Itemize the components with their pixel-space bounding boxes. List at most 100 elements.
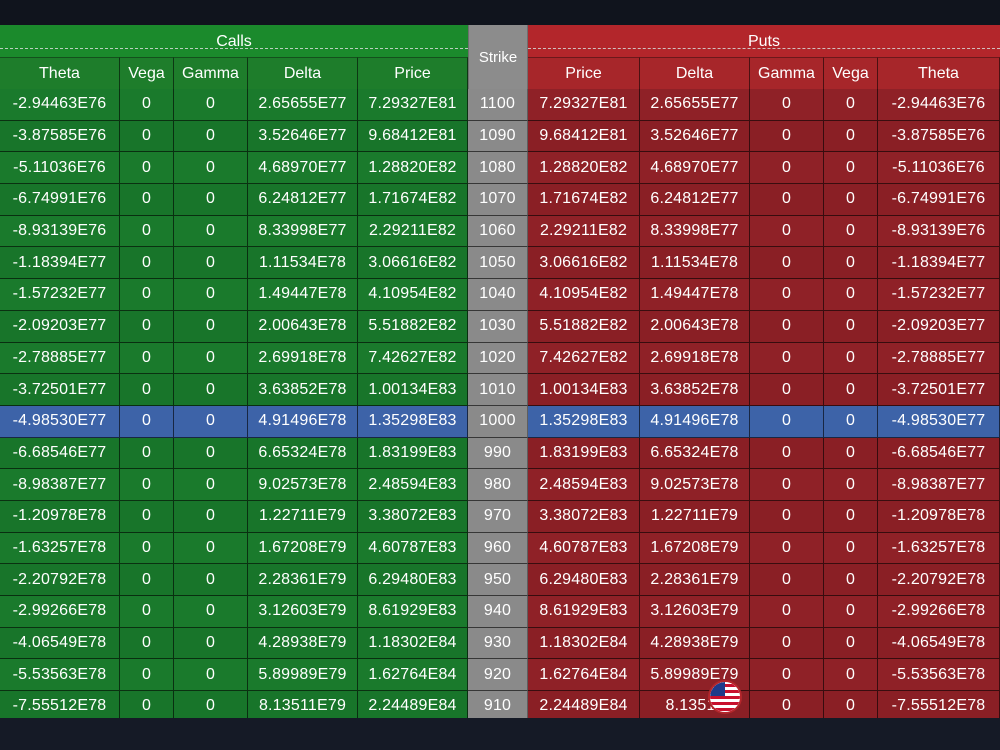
put-price-cell[interactable]: 1.18302E84	[528, 627, 640, 660]
call-gamma-cell[interactable]: 0	[174, 405, 248, 438]
put-vega-cell[interactable]: 0	[824, 437, 878, 470]
call-price-cell[interactable]: 9.68412E81	[358, 120, 468, 153]
strike-cell[interactable]: 1060	[468, 215, 528, 248]
call-price-cell[interactable]: 8.61929E83	[358, 596, 468, 628]
put-gamma-cell[interactable]: 0	[750, 596, 824, 628]
call-vega-cell[interactable]: 0	[120, 532, 174, 565]
call-gamma-cell[interactable]: 0	[174, 564, 248, 596]
strike-cell[interactable]: 1100	[468, 89, 528, 121]
put-delta-cell[interactable]: 1.67208E79	[640, 532, 750, 565]
put-theta-cell[interactable]: -7.55512E78	[878, 691, 1000, 718]
put-gamma-cell[interactable]: 0	[750, 659, 824, 692]
put-gamma-cell[interactable]: 0	[750, 184, 824, 216]
call-price-cell[interactable]: 7.29327E81	[358, 89, 468, 121]
strike-cell[interactable]: 930	[468, 627, 528, 660]
put-theta-cell[interactable]: -1.20978E78	[878, 500, 1000, 533]
put-vega-cell[interactable]: 0	[824, 310, 878, 343]
table-row[interactable]: -1.20978E78 0 0 1.22711E79 3.38072E83 970 3.38…	[0, 500, 1000, 533]
put-gamma-cell[interactable]: 0	[750, 310, 824, 343]
call-delta-cell[interactable]: 2.65655E77	[248, 89, 358, 121]
put-gamma-cell[interactable]: 0	[750, 405, 824, 438]
strike-cell[interactable]: 920	[468, 659, 528, 692]
call-delta-cell[interactable]: 4.91496E78	[248, 405, 358, 438]
call-theta-cell[interactable]: -2.99266E78	[0, 596, 120, 628]
put-vega-cell[interactable]: 0	[824, 691, 878, 718]
put-delta-cell[interactable]: 5.89989E79	[640, 659, 750, 692]
put-price-cell[interactable]: 2.29211E82	[528, 215, 640, 248]
call-vega-cell[interactable]: 0	[120, 405, 174, 438]
call-price-cell[interactable]: 1.00134E83	[358, 374, 468, 406]
call-gamma-cell[interactable]: 0	[174, 247, 248, 280]
put-delta-cell[interactable]: 1.49447E78	[640, 279, 750, 311]
put-gamma-cell[interactable]: 0	[750, 500, 824, 533]
call-price-cell[interactable]: 2.24489E84	[358, 691, 468, 718]
strike-cell[interactable]: 1050	[468, 247, 528, 280]
put-theta-cell[interactable]: -6.68546E77	[878, 437, 1000, 470]
put-price-cell[interactable]: 6.29480E83	[528, 564, 640, 596]
table-row[interactable]: -8.98387E77 0 0 9.02573E78 2.48594E83 980 2.48…	[0, 469, 1000, 501]
call-price-cell[interactable]: 1.18302E84	[358, 627, 468, 660]
call-delta-cell[interactable]: 3.12603E79	[248, 596, 358, 628]
table-row[interactable]: -4.98530E77 0 0 4.91496E78 1.35298E83 1000 1.3…	[0, 405, 1000, 438]
put-theta-cell[interactable]: -1.57232E77	[878, 279, 1000, 311]
call-vega-cell[interactable]: 0	[120, 564, 174, 596]
put-gamma-cell[interactable]: 0	[750, 532, 824, 565]
call-gamma-cell[interactable]: 0	[174, 691, 248, 718]
put-vega-cell[interactable]: 0	[824, 342, 878, 375]
call-vega-cell[interactable]: 0	[120, 215, 174, 248]
call-vega-cell[interactable]: 0	[120, 247, 174, 280]
put-vega-cell[interactable]: 0	[824, 374, 878, 406]
call-vega-cell[interactable]: 0	[120, 500, 174, 533]
call-price-cell[interactable]: 6.29480E83	[358, 564, 468, 596]
put-gamma-cell[interactable]: 0	[750, 279, 824, 311]
put-theta-cell[interactable]: -1.18394E77	[878, 247, 1000, 280]
col-call-delta[interactable]: Delta	[248, 57, 358, 89]
put-gamma-cell[interactable]: 0	[750, 247, 824, 280]
put-delta-cell[interactable]: 4.68970E77	[640, 152, 750, 185]
call-theta-cell[interactable]: -2.78885E77	[0, 342, 120, 375]
put-vega-cell[interactable]: 0	[824, 627, 878, 660]
call-theta-cell[interactable]: -5.11036E76	[0, 152, 120, 185]
call-delta-cell[interactable]: 3.52646E77	[248, 120, 358, 153]
put-vega-cell[interactable]: 0	[824, 659, 878, 692]
col-call-theta[interactable]: Theta	[0, 57, 120, 89]
put-price-cell[interactable]: 4.60787E83	[528, 532, 640, 565]
put-price-cell[interactable]: 1.00134E83	[528, 374, 640, 406]
put-theta-cell[interactable]: -8.98387E77	[878, 469, 1000, 501]
call-theta-cell[interactable]: -8.93139E76	[0, 215, 120, 248]
call-vega-cell[interactable]: 0	[120, 374, 174, 406]
strike-cell[interactable]: 1070	[468, 184, 528, 216]
strike-cell[interactable]: 1040	[468, 279, 528, 311]
col-put-vega[interactable]: Vega	[824, 57, 878, 89]
call-price-cell[interactable]: 2.48594E83	[358, 469, 468, 501]
col-call-price[interactable]: Price	[358, 57, 468, 89]
call-delta-cell[interactable]: 2.28361E79	[248, 564, 358, 596]
put-price-cell[interactable]: 7.42627E82	[528, 342, 640, 375]
put-price-cell[interactable]: 9.68412E81	[528, 120, 640, 153]
call-gamma-cell[interactable]: 0	[174, 215, 248, 248]
table-row[interactable]: -2.78885E77 0 0 2.69918E78 7.42627E82 1020 7.4…	[0, 342, 1000, 375]
put-vega-cell[interactable]: 0	[824, 247, 878, 280]
call-theta-cell[interactable]: -2.09203E77	[0, 310, 120, 343]
call-theta-cell[interactable]: -8.98387E77	[0, 469, 120, 501]
call-vega-cell[interactable]: 0	[120, 279, 174, 311]
call-vega-cell[interactable]: 0	[120, 89, 174, 121]
put-vega-cell[interactable]: 0	[824, 596, 878, 628]
strike-cell[interactable]: 1030	[468, 310, 528, 343]
table-row[interactable]: -7.55512E78 0 0 8.13511E79 2.24489E84 910 2.24…	[0, 691, 1000, 718]
strike-cell[interactable]: 960	[468, 532, 528, 565]
call-delta-cell[interactable]: 4.68970E77	[248, 152, 358, 185]
put-theta-cell[interactable]: -2.20792E78	[878, 564, 1000, 596]
put-price-cell[interactable]: 5.51882E82	[528, 310, 640, 343]
put-vega-cell[interactable]: 0	[824, 469, 878, 501]
call-delta-cell[interactable]: 1.67208E79	[248, 532, 358, 565]
call-price-cell[interactable]: 3.38072E83	[358, 500, 468, 533]
put-theta-cell[interactable]: -3.72501E77	[878, 374, 1000, 406]
strike-cell[interactable]: 990	[468, 437, 528, 470]
call-theta-cell[interactable]: -6.74991E76	[0, 184, 120, 216]
put-theta-cell[interactable]: -2.09203E77	[878, 310, 1000, 343]
put-theta-cell[interactable]: -4.06549E78	[878, 627, 1000, 660]
table-row[interactable]: -5.53563E78 0 0 5.89989E79 1.62764E84 920 1.62…	[0, 659, 1000, 692]
put-delta-cell[interactable]: 1.22711E79	[640, 500, 750, 533]
call-vega-cell[interactable]: 0	[120, 184, 174, 216]
